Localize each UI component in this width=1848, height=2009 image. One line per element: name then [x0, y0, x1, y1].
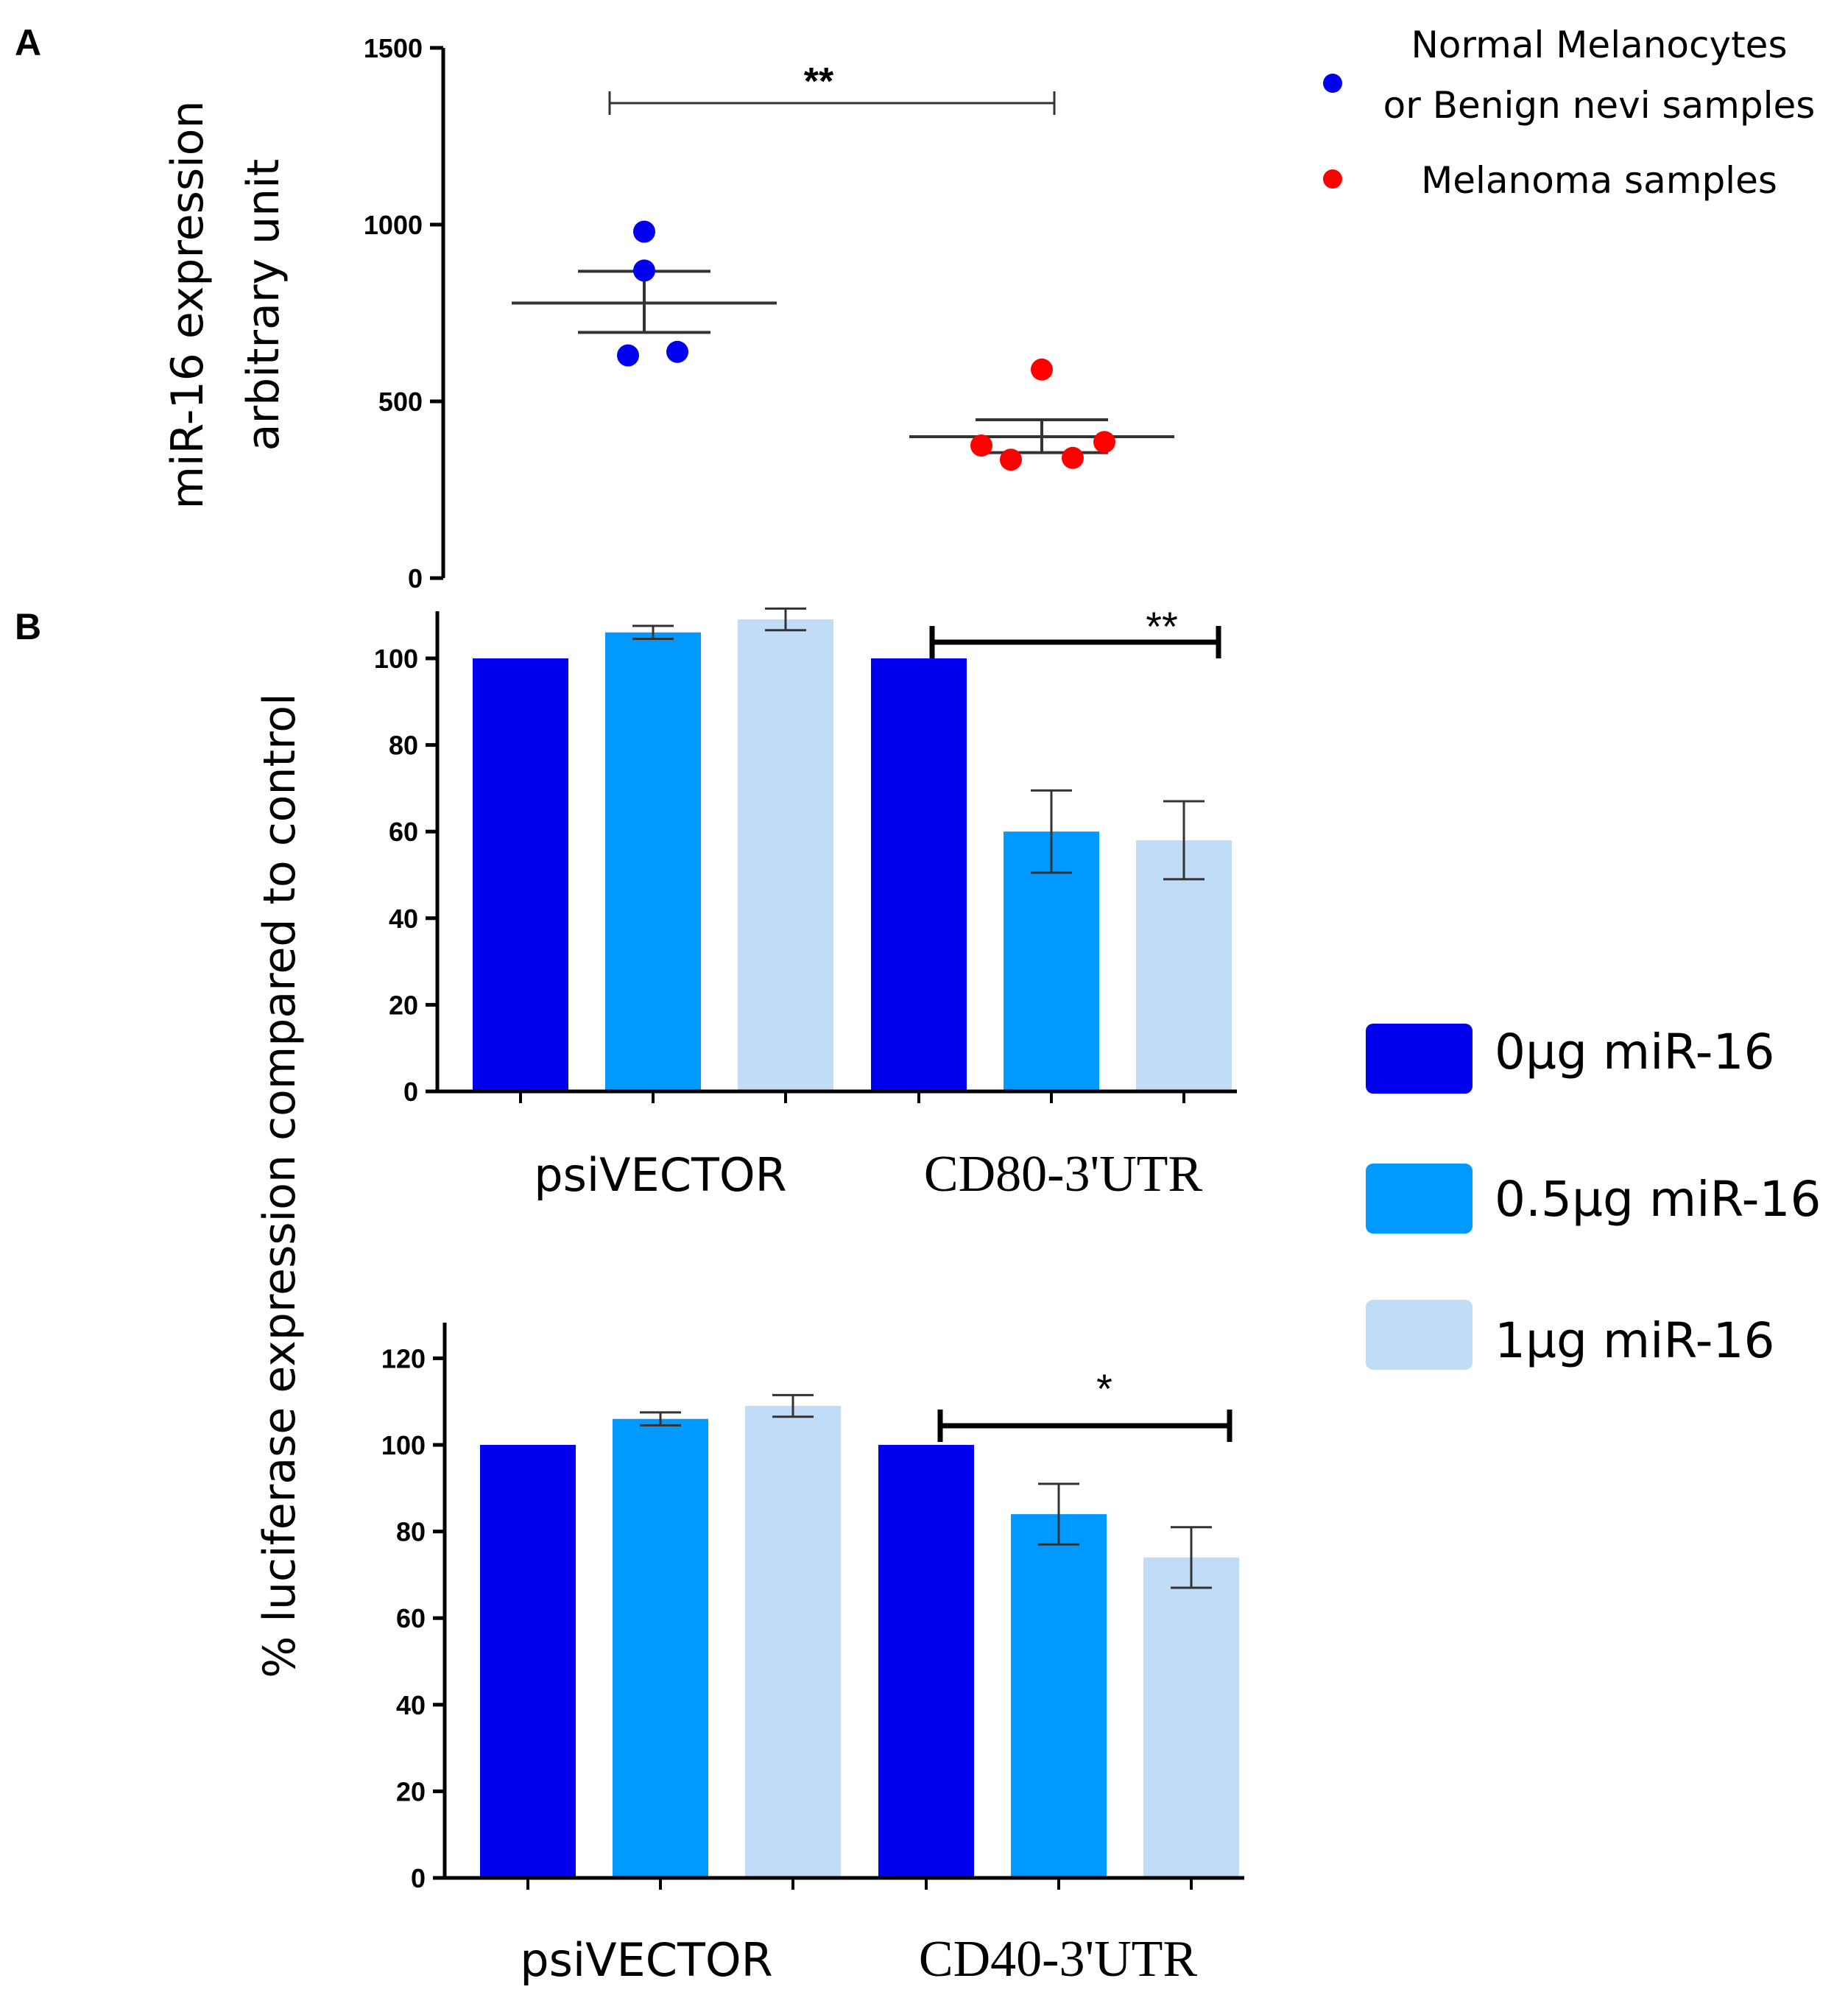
bar — [605, 632, 701, 1091]
legend-label-normal-line2: or Benign nevi samples — [1383, 84, 1816, 127]
bar — [1004, 831, 1099, 1091]
bar — [871, 658, 967, 1091]
legend-label-0ug: 0µg miR-16 — [1495, 1024, 1774, 1080]
bar — [745, 1406, 841, 1878]
legend-swatch-0ug — [1366, 1024, 1473, 1094]
scatter-point — [1000, 448, 1022, 471]
legend-label-05ug: 0.5µg miR-16 — [1495, 1171, 1821, 1228]
bar — [878, 1445, 974, 1878]
legend-label-1ug: 1µg miR-16 — [1495, 1312, 1774, 1369]
scatter-chart-a: miR-16 expression arbitrary unit 0 500 100… — [162, 33, 1174, 594]
bar-y-tick-label: 100 — [374, 644, 418, 674]
bar — [1011, 1514, 1107, 1878]
scatter-y-label-line1: miR-16 expression — [162, 100, 214, 509]
bar — [613, 1418, 708, 1878]
bar-y-tick-label: 0 — [403, 1077, 418, 1107]
bar-y-tick-label: 60 — [389, 817, 418, 847]
scatter-y-tick-label: 0 — [408, 563, 423, 594]
legend-label-melanoma: Melanoma samples — [1421, 159, 1777, 202]
bar-y-tick-label: 40 — [389, 904, 418, 934]
scatter-point — [1093, 431, 1115, 454]
panel-label-a: A — [15, 22, 41, 63]
bar — [1143, 1557, 1239, 1878]
legend-swatch-1ug — [1366, 1300, 1473, 1370]
bar — [1136, 840, 1232, 1091]
scatter-point — [970, 434, 992, 457]
bar-chart-cd80: 0 20 40 60 80 100 psiVECTOR CD80-3'UTR ** — [374, 603, 1237, 1203]
bar-y-tick-label: 120 — [381, 1343, 426, 1373]
bar-sig-label: * — [1096, 1365, 1112, 1412]
scatter-point — [1062, 446, 1084, 469]
bar — [738, 619, 833, 1091]
legend-dot-melanoma — [1323, 169, 1342, 189]
bar-category-label: psiVECTOR — [534, 1148, 787, 1202]
bar-y-tick-label: 20 — [389, 990, 418, 1020]
bar-sig-label: ** — [1146, 603, 1178, 650]
scatter-y-tick-label: 1500 — [364, 33, 423, 63]
bar-category-label: CD80-3'UTR — [924, 1146, 1202, 1203]
scatter-point — [1031, 358, 1053, 381]
bar-y-tick-label: 40 — [396, 1690, 426, 1720]
bar — [480, 1445, 576, 1878]
bar-y-tick-label: 80 — [396, 1517, 426, 1547]
bar-chart-cd40: 0 20 40 60 80 100 120 psiVECTOR CD40-3'UTR * — [381, 1323, 1244, 1988]
bar-y-tick-label: 0 — [411, 1863, 426, 1893]
scatter-sig-label: ** — [804, 60, 834, 103]
scatter-point — [617, 344, 639, 367]
bar-y-tick-label: 60 — [396, 1603, 426, 1633]
scatter-point — [633, 220, 655, 243]
legend-label-normal-line1: Normal Melanocytes — [1411, 24, 1787, 66]
bar-y-label: % luciferase expression compared to cont… — [254, 693, 306, 1678]
bar-y-tick-label: 20 — [396, 1776, 426, 1806]
scatter-y-tick-label: 500 — [378, 387, 423, 417]
scatter-point — [666, 340, 688, 363]
bar-y-tick-label: 100 — [381, 1430, 426, 1460]
bar-legend: 0µg miR-16 0.5µg miR-16 1µg miR-16 — [1366, 1024, 1821, 1370]
scatter-y-tick-label: 1000 — [364, 210, 423, 240]
bar-category-label: CD40-3'UTR — [919, 1931, 1197, 1988]
scatter-point — [633, 259, 655, 282]
panel-label-b: B — [15, 606, 41, 647]
scatter-legend: Normal Melanocytes or Benign nevi sample… — [1323, 24, 1815, 202]
bar — [473, 658, 568, 1091]
scatter-y-label-line2: arbitrary unit — [238, 159, 289, 451]
bar-y-tick-label: 80 — [389, 731, 418, 761]
legend-swatch-05ug — [1366, 1164, 1473, 1234]
legend-dot-normal — [1323, 74, 1342, 93]
bar-category-label: psiVECTOR — [520, 1933, 773, 1987]
